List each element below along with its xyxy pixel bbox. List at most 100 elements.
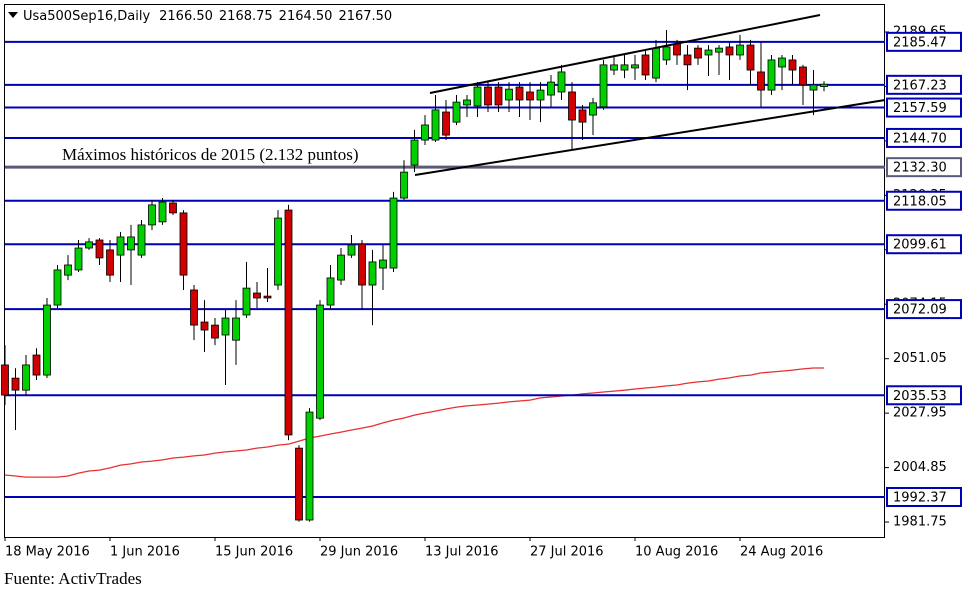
candle-body	[74, 247, 83, 271]
candle-body	[211, 324, 219, 339]
x-tick-label: 18 May 2016	[5, 545, 90, 560]
x-tick-label: 13 Jul 2016	[425, 545, 499, 560]
candle-body	[568, 91, 576, 121]
candle-body	[263, 295, 272, 299]
level-label-box	[886, 190, 962, 211]
candle-body	[106, 249, 114, 276]
level-label: 2157.59	[893, 101, 947, 116]
candle-body	[53, 269, 62, 306]
candle-body	[368, 261, 377, 286]
candle-body	[410, 139, 419, 166]
candle-body	[127, 236, 135, 251]
annotation: Máximos históricos de 2015 (2.132 puntos…	[62, 145, 359, 164]
candle-body	[179, 212, 188, 276]
candle-body	[683, 54, 692, 66]
y-tick-label: 2004.85	[893, 460, 947, 475]
candle-body	[379, 259, 387, 269]
candle-body	[809, 84, 818, 91]
candle-body	[421, 124, 429, 141]
candle-body	[736, 44, 744, 56]
candle-body	[431, 109, 440, 141]
candle-body	[662, 46, 671, 61]
candle-body	[757, 71, 765, 91]
candle-body	[137, 224, 146, 256]
level-label: 2167.23	[893, 78, 947, 93]
level-label-box	[886, 486, 962, 507]
x-tick-label: 1 Jun 2016	[110, 545, 180, 560]
candle-body	[400, 171, 408, 199]
level-label-box	[886, 157, 962, 178]
candle-body	[95, 239, 104, 259]
candle-body	[22, 364, 30, 391]
candle-body	[169, 202, 177, 214]
candle-body	[389, 197, 398, 269]
candle-body	[148, 204, 156, 226]
level-label-box	[886, 127, 962, 148]
candle-body	[589, 102, 597, 116]
candle-body	[673, 43, 681, 56]
candle-body	[274, 217, 282, 286]
candle-body	[631, 64, 639, 69]
candle-body	[43, 304, 51, 376]
candle-body	[305, 411, 314, 521]
candle-body	[526, 91, 534, 101]
candle-body	[358, 243, 366, 286]
candle-body	[85, 241, 93, 249]
x-tick-label: 10 Aug 2016	[635, 545, 718, 560]
level-label: 2035.53	[893, 389, 947, 404]
level-label: 2144.70	[893, 131, 947, 146]
menu-arrow	[8, 12, 18, 18]
candle-body	[578, 109, 587, 123]
candle-body	[547, 81, 555, 96]
candle-body	[253, 292, 261, 299]
candle-body	[158, 201, 167, 223]
candle-body	[452, 101, 461, 123]
candle-body	[767, 59, 776, 91]
candle-body	[64, 264, 72, 276]
candle-body	[599, 64, 608, 108]
candle-body	[778, 57, 786, 68]
candle-body	[337, 254, 345, 281]
candle-body	[715, 47, 723, 53]
level-label-box	[886, 385, 962, 406]
candle-body	[200, 321, 209, 331]
level-label-box	[886, 234, 962, 255]
chart-header: Usa500Sep16,Daily 2166.50 2168.75 2164.50 21…	[23, 9, 392, 24]
x-tick-label: 27 Jul 2016	[530, 545, 604, 560]
level-label: 2072.09	[893, 303, 947, 318]
candle-body	[190, 289, 198, 326]
candle-body	[536, 89, 545, 101]
candle-body	[746, 44, 755, 71]
candle-body	[652, 47, 660, 79]
level-label: 2185.47	[893, 35, 947, 50]
candle-body	[704, 49, 713, 56]
plot-layer: 1981.752004.852027.952051.052074.152097.…	[1, 24, 962, 560]
candle-body	[221, 317, 230, 336]
y-tick-label: 2051.05	[893, 351, 947, 366]
moving-average	[4, 367, 824, 478]
plot-frame	[4, 4, 885, 538]
y-tick-label: 1981.75	[893, 515, 947, 530]
candle-body	[820, 83, 828, 87]
candle-body	[316, 304, 324, 419]
header-value: 2166.50	[159, 9, 213, 24]
candle-body	[347, 244, 356, 256]
level-label: 2099.61	[893, 238, 947, 253]
candle-body	[284, 209, 293, 436]
candle-body	[610, 64, 618, 71]
level-label: 1992.37	[893, 490, 947, 505]
candle-body	[463, 99, 471, 106]
x-tick-label: 29 Jun 2016	[320, 545, 398, 560]
candle-body	[232, 317, 240, 341]
x-tick-label: 15 Jun 2016	[215, 545, 293, 560]
candle-body	[641, 54, 650, 76]
candle-body	[326, 277, 335, 306]
candle-body	[473, 86, 482, 107]
candle-body	[725, 46, 734, 56]
level-label: 2132.30	[893, 161, 947, 176]
candle-body	[694, 47, 702, 59]
level-label: 2118.05	[893, 194, 947, 209]
candle-body	[799, 66, 807, 86]
candle-body	[295, 447, 303, 521]
